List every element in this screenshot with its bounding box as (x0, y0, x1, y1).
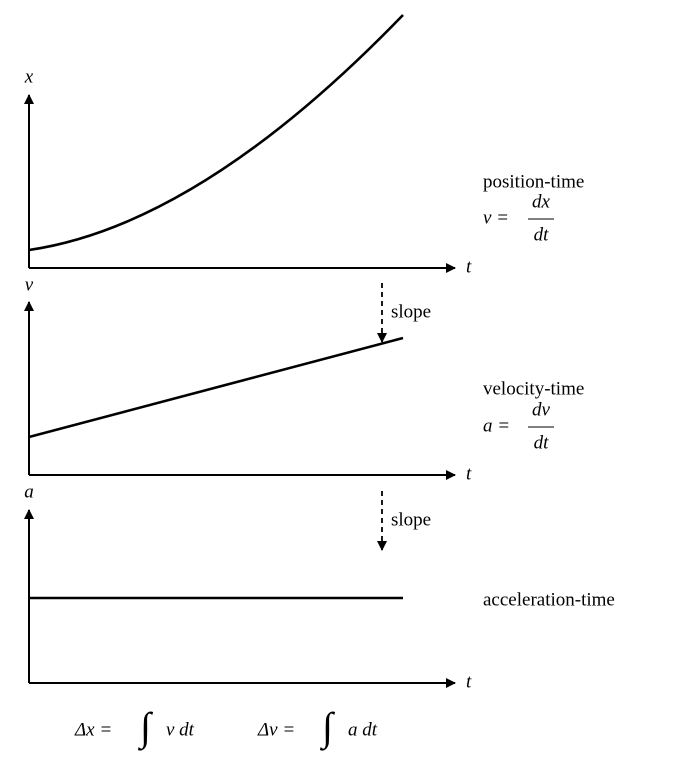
integral-lhs: Δv = (257, 719, 295, 740)
equation-denominator: dt (534, 224, 550, 245)
panel-name: velocity-time (483, 378, 584, 399)
integral-sign: ∫ (319, 704, 336, 751)
velocity-panel: v t velocity-time a = dv dt (24, 274, 584, 484)
slope-label: slope (391, 301, 431, 322)
panel-name: acceleration-time (483, 589, 615, 610)
position-curve (28, 14, 404, 252)
integral-sign: ∫ (137, 704, 154, 751)
panel-name: position-time (483, 171, 584, 192)
equation-numerator: dv (532, 399, 551, 420)
integrand: a dt (348, 719, 378, 740)
x-label: t (466, 671, 472, 692)
equation-lhs: a = (483, 415, 510, 436)
y-label: v (25, 274, 34, 295)
acceleration-panel: a t acceleration-time (24, 481, 615, 692)
equation-denominator: dt (534, 432, 550, 453)
integrand: v dt (166, 719, 195, 740)
velocity-line (28, 336, 404, 439)
equation-numerator: dx (532, 191, 551, 212)
y-label: x (24, 66, 34, 87)
x-label: t (466, 463, 472, 484)
position-panel: x t position-time v = dx dt (24, 14, 584, 277)
equation-lhs: v = (483, 207, 509, 228)
slope-label: slope (391, 509, 431, 530)
integral-lhs: Δx = (74, 719, 112, 740)
x-label: t (466, 256, 472, 277)
y-label: a (24, 481, 34, 502)
